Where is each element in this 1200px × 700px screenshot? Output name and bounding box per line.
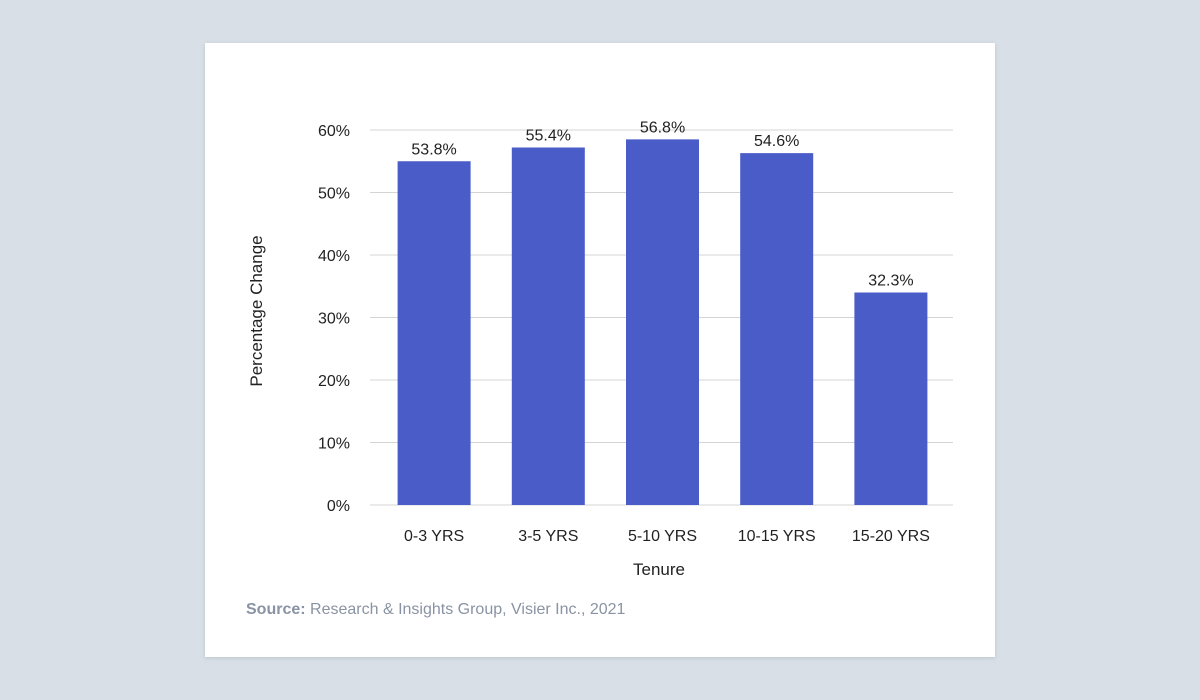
x-tick-labels: 0-3 YRS 3-5 YRS 5-10 YRS 10-15 YRS 15-20 YRS bbox=[404, 528, 930, 545]
bar bbox=[740, 153, 814, 505]
y-tick-label: 50% bbox=[318, 186, 350, 203]
y-tick-label: 0% bbox=[327, 498, 350, 515]
y-tick-label: 30% bbox=[318, 311, 350, 328]
data-labels: 53.8% 55.4% 56.8% 54.6% 32.3% bbox=[411, 119, 913, 289]
bar bbox=[854, 292, 928, 505]
y-tick-label: 60% bbox=[318, 123, 350, 140]
bars bbox=[397, 139, 928, 505]
x-axis-title: Tenure bbox=[633, 560, 685, 579]
source-note: Source: Research & Insights Group, Visie… bbox=[246, 601, 625, 619]
y-axis-title: Percentage Change bbox=[247, 235, 266, 386]
x-tick-label: 15-20 YRS bbox=[852, 528, 930, 545]
data-label: 54.6% bbox=[754, 133, 799, 150]
y-tick-labels: 0% 10% 20% 30% 40% 50% 60% bbox=[318, 123, 350, 515]
x-tick-label: 10-15 YRS bbox=[738, 528, 816, 545]
y-tick-label: 20% bbox=[318, 373, 350, 390]
x-tick-label: 0-3 YRS bbox=[404, 528, 464, 545]
data-label: 53.8% bbox=[411, 141, 456, 158]
bar-chart: 0% 10% 20% 30% 40% 50% 60% 53.8% 55.4% 56.8% 54.6… bbox=[247, 119, 953, 579]
x-tick-label: 5-10 YRS bbox=[628, 528, 697, 545]
bar bbox=[397, 161, 471, 505]
bar bbox=[626, 139, 699, 505]
y-tick-label: 10% bbox=[318, 436, 350, 453]
source-label: Source: bbox=[246, 601, 306, 618]
y-tick-label: 40% bbox=[318, 248, 350, 265]
data-label: 32.3% bbox=[868, 273, 913, 290]
source-text: Research & Insights Group, Visier Inc., … bbox=[305, 601, 626, 618]
chart-card: 0% 10% 20% 30% 40% 50% 60% 53.8% 55.4% 56.8% 54.6… bbox=[205, 43, 995, 657]
data-label: 56.8% bbox=[640, 119, 685, 136]
bar bbox=[511, 147, 585, 505]
x-tick-label: 3-5 YRS bbox=[518, 528, 578, 545]
data-label: 55.4% bbox=[526, 128, 571, 145]
